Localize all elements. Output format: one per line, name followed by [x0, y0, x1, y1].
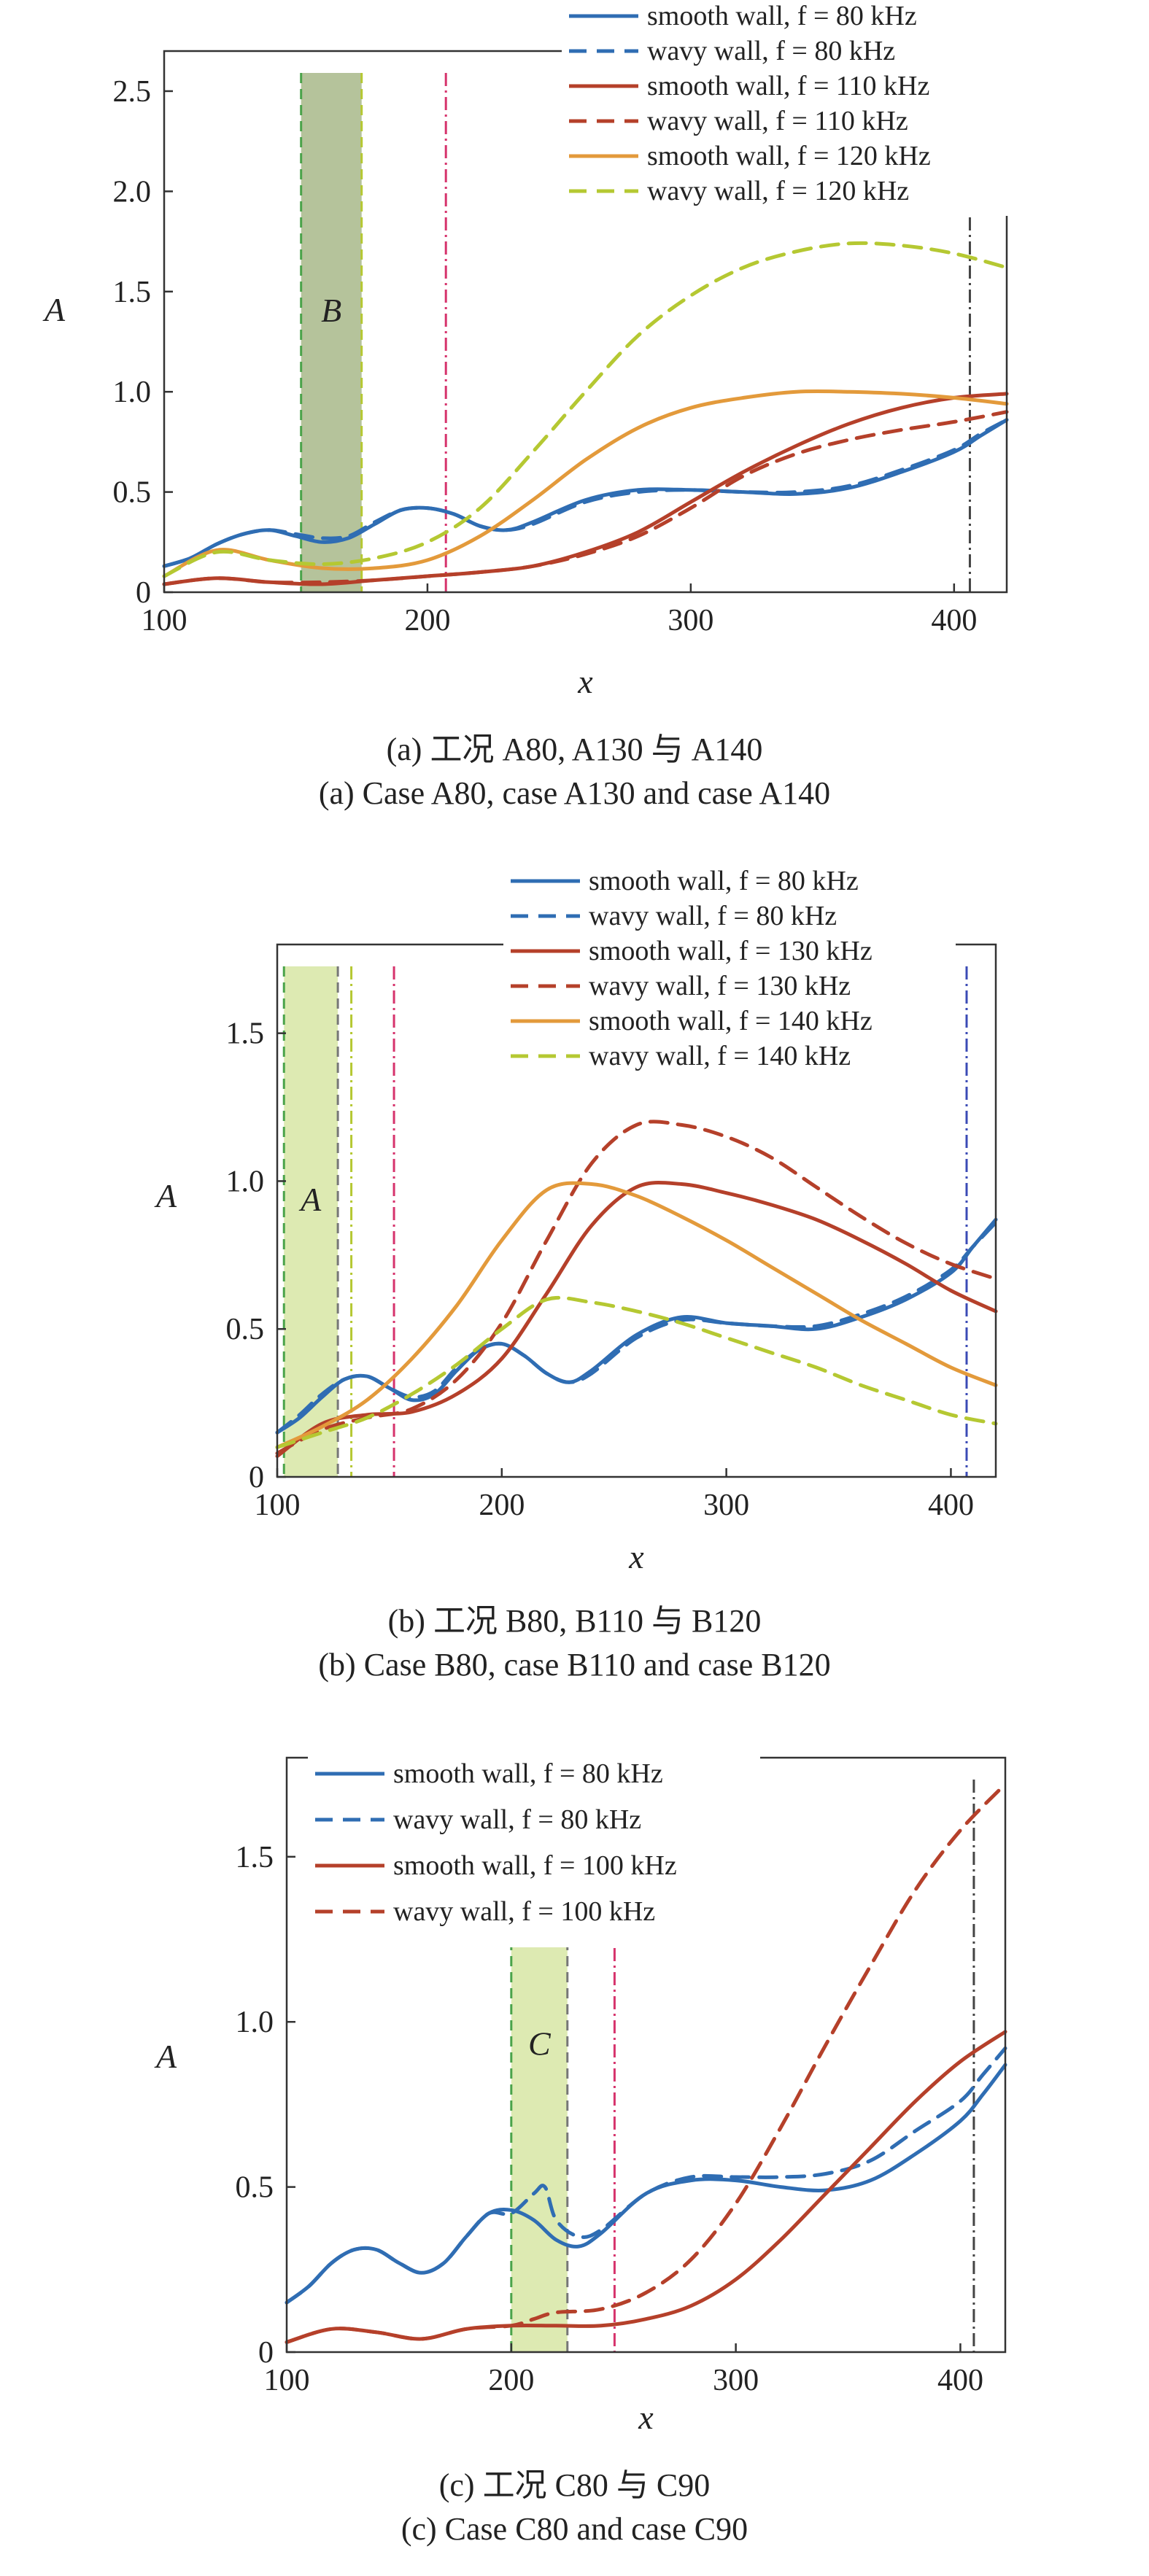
legend-bg-b	[503, 864, 956, 1081]
ytick-label-b-3: 1.5	[226, 1017, 265, 1051]
ytick-label-a-5: 2.5	[113, 75, 152, 109]
legend-label-b-0: smooth wall, f = 80 kHz	[589, 866, 859, 896]
x-axis-title-a: x	[577, 663, 593, 700]
xtick-label-b-1: 200	[479, 1489, 525, 1522]
legend-label-c-1: wavy wall, f = 80 kHz	[393, 1804, 641, 1835]
legend-label-a-4: smooth wall, f = 120 kHz	[647, 141, 931, 171]
legend-label-a-1: wavy wall, f = 80 kHz	[647, 36, 895, 66]
caption-en-b: (b) Case B80, case B110 and case B120	[318, 1647, 831, 1683]
xtick-label-c-2: 300	[713, 2364, 759, 2397]
region-a-label: B	[321, 292, 341, 329]
legend-bg-c	[308, 1756, 760, 1947]
series-a-3-line	[162, 410, 1009, 586]
series-c-1-line	[285, 2046, 1007, 2305]
xtick-label-b-3: 400	[928, 1489, 974, 1522]
series-b-5-line	[275, 1295, 998, 1449]
region-a-shade	[301, 73, 362, 592]
caption-en-c: (c) Case C80 and case C90	[401, 2511, 748, 2547]
x-axis-title-b: x	[628, 1538, 644, 1575]
legend-label-b-1: wavy wall, f = 80 kHz	[589, 901, 837, 931]
series-b-1-line	[275, 1220, 998, 1435]
ytick-label-a-3: 1.5	[113, 276, 152, 309]
series-a-4-line	[162, 389, 1009, 578]
caption-cn-b: (b) 工况 B80, B110 与 B120	[387, 1603, 762, 1639]
series-b-3-line	[275, 1120, 998, 1456]
series-b-0-line	[275, 1217, 998, 1435]
x-axis-title-c: x	[638, 2399, 654, 2436]
ytick-label-a-4: 2.0	[113, 175, 152, 209]
series-c-3-line	[285, 1782, 1007, 2344]
ytick-label-b-1: 0.5	[226, 1313, 265, 1346]
xtick-label-b-0: 100	[255, 1489, 301, 1522]
xtick-label-a-0: 100	[142, 604, 187, 637]
xtick-label-a-2: 300	[668, 604, 713, 637]
series-b-2-line	[275, 1181, 998, 1459]
region-c-label: C	[528, 2025, 552, 2063]
legend-label-b-2: smooth wall, f = 130 kHz	[589, 936, 873, 966]
xtick-label-c-3: 400	[937, 2364, 983, 2397]
series-a-0-line	[162, 418, 1009, 568]
ytick-label-c-3: 1.5	[236, 1841, 274, 1874]
legend-label-a-5: wavy wall, f = 120 kHz	[647, 176, 909, 206]
legend-label-c-0: smooth wall, f = 80 kHz	[393, 1758, 663, 1789]
xtick-label-c-0: 100	[264, 2364, 310, 2397]
ytick-label-c-2: 1.0	[236, 2006, 274, 2039]
ytick-label-a-1: 0.5	[113, 476, 152, 510]
ytick-label-b-0: 0	[249, 1461, 264, 1494]
series-a-1-line	[162, 418, 1009, 568]
ytick-label-b-2: 1.0	[226, 1165, 265, 1198]
ytick-label-a-0: 0	[136, 576, 151, 610]
y-axis-title-c: A	[154, 2038, 177, 2075]
series-a-5-line	[162, 241, 1009, 578]
ytick-label-c-1: 0.5	[236, 2171, 274, 2205]
series-c-2-line	[285, 2030, 1007, 2344]
region-b-label: A	[298, 1181, 322, 1218]
y-axis-title-b: A	[154, 1177, 177, 1214]
legend-bg-a	[562, 0, 1014, 216]
ytick-label-c-0: 0	[258, 2336, 274, 2370]
legend-label-c-2: smooth wall, f = 100 kHz	[393, 1850, 677, 1881]
xtick-label-b-2: 300	[703, 1489, 749, 1522]
xtick-label-a-1: 200	[404, 604, 450, 637]
legend-label-b-4: smooth wall, f = 140 kHz	[589, 1006, 873, 1036]
region-b-shade	[284, 966, 338, 1477]
legend-label-a-0: smooth wall, f = 80 kHz	[647, 1, 917, 31]
xtick-label-a-3: 400	[931, 604, 977, 637]
legend-label-a-3: wavy wall, f = 110 kHz	[647, 106, 908, 136]
ytick-label-a-2: 1.0	[113, 376, 152, 409]
xtick-label-c-1: 200	[488, 2364, 534, 2397]
legend-label-a-2: smooth wall, f = 110 kHz	[647, 71, 929, 101]
legend-label-b-5: wavy wall, f = 140 kHz	[589, 1041, 851, 1071]
legend-label-b-3: wavy wall, f = 130 kHz	[589, 971, 851, 1001]
legend-label-c-3: wavy wall, f = 100 kHz	[393, 1896, 655, 1927]
y-axis-title-a: A	[42, 291, 66, 328]
series-c-0-line	[285, 2063, 1007, 2305]
caption-cn-a: (a) 工况 A80, A130 与 A140	[386, 732, 763, 767]
caption-cn-c: (c) 工况 C80 与 C90	[438, 2467, 711, 2503]
series-b-4-line	[275, 1181, 998, 1449]
caption-en-a: (a) Case A80, case A130 and case A140	[318, 775, 831, 811]
